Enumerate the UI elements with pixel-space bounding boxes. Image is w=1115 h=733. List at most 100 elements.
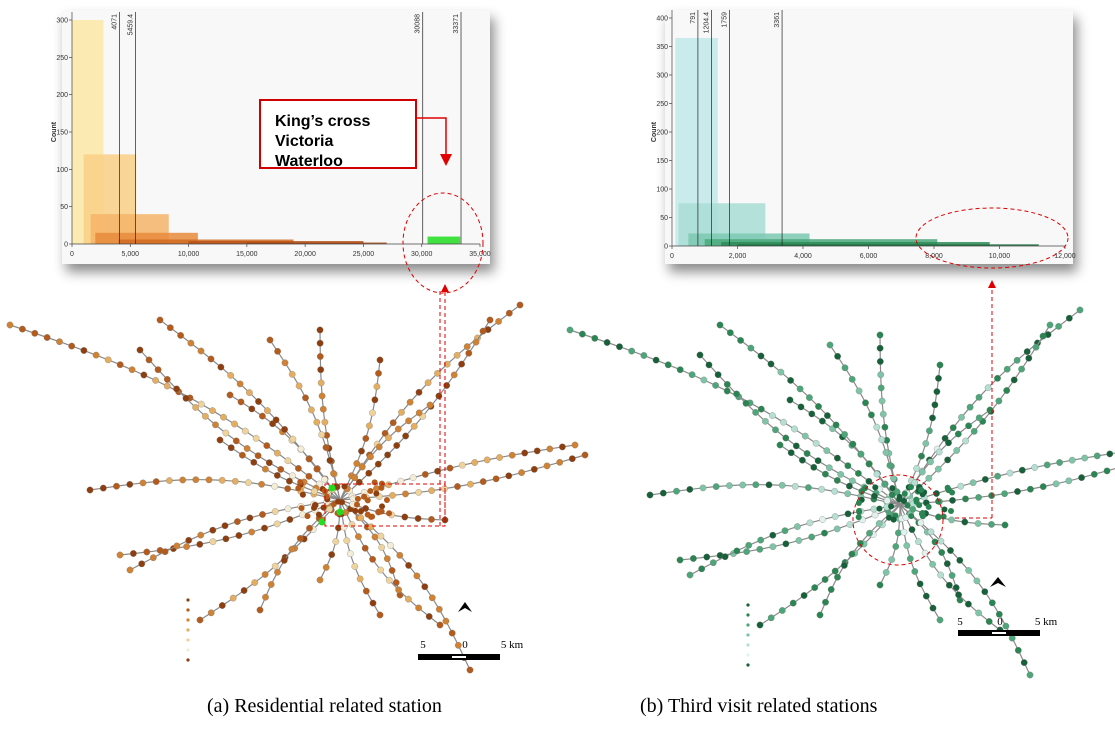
station xyxy=(357,508,364,515)
station xyxy=(799,456,806,464)
station xyxy=(218,476,226,484)
station xyxy=(906,555,914,563)
x-tick-label: 0 xyxy=(670,253,674,260)
station xyxy=(297,445,305,453)
station xyxy=(865,460,873,468)
station xyxy=(330,470,337,477)
station xyxy=(901,497,908,504)
station xyxy=(281,426,288,433)
station xyxy=(409,474,417,482)
station xyxy=(313,418,321,426)
station xyxy=(929,414,936,422)
station xyxy=(698,565,706,573)
caption: (a) Residential related station xyxy=(207,695,442,717)
station xyxy=(769,543,777,551)
legend-dot xyxy=(746,643,750,647)
station xyxy=(405,595,412,603)
station xyxy=(953,447,961,454)
station xyxy=(994,472,1001,480)
station xyxy=(812,439,820,447)
station xyxy=(1026,671,1034,679)
station xyxy=(723,387,731,395)
station xyxy=(752,409,759,416)
station xyxy=(709,559,717,567)
station xyxy=(335,498,342,505)
station xyxy=(428,516,435,523)
station xyxy=(373,490,380,497)
station xyxy=(875,520,883,527)
station xyxy=(530,465,538,473)
station xyxy=(1055,323,1062,330)
station xyxy=(921,549,929,557)
station xyxy=(248,405,256,413)
station xyxy=(988,599,996,607)
station xyxy=(392,579,400,586)
station xyxy=(405,562,412,569)
station xyxy=(903,542,911,549)
station xyxy=(769,531,777,539)
station xyxy=(377,566,384,574)
station xyxy=(882,449,890,456)
station xyxy=(712,483,720,490)
legend-dot xyxy=(186,648,190,652)
station xyxy=(401,513,409,521)
station xyxy=(318,431,325,439)
station xyxy=(463,343,471,350)
y-tick-label: 200 xyxy=(56,92,68,99)
station xyxy=(791,425,798,433)
station xyxy=(844,462,852,470)
station xyxy=(383,497,390,504)
station xyxy=(229,594,237,602)
station xyxy=(358,463,366,471)
station xyxy=(810,463,818,471)
station xyxy=(295,382,303,390)
station xyxy=(821,576,829,583)
station xyxy=(988,521,995,528)
station xyxy=(794,523,801,530)
station xyxy=(362,587,370,595)
station xyxy=(173,385,180,393)
station xyxy=(931,401,939,409)
station xyxy=(837,471,845,478)
station xyxy=(789,599,797,607)
station xyxy=(849,440,857,448)
station xyxy=(825,464,833,472)
station xyxy=(935,498,942,505)
station xyxy=(207,355,215,363)
station xyxy=(908,513,915,520)
station xyxy=(138,560,146,568)
station xyxy=(892,543,900,550)
station xyxy=(705,361,713,369)
station xyxy=(496,454,503,461)
annotation-box xyxy=(259,99,417,169)
station xyxy=(904,502,911,509)
station xyxy=(803,450,811,457)
station xyxy=(163,382,171,390)
x-tick-label: 35,000 xyxy=(469,251,491,258)
station xyxy=(31,329,39,337)
station xyxy=(795,537,803,544)
station xyxy=(757,352,765,360)
x-tick-label: 20,000 xyxy=(294,251,316,258)
station xyxy=(814,457,822,465)
station xyxy=(371,396,379,404)
station xyxy=(250,458,258,466)
station xyxy=(780,418,787,426)
station xyxy=(320,504,327,511)
station xyxy=(467,480,474,488)
station xyxy=(712,382,719,389)
station xyxy=(1103,467,1111,475)
station xyxy=(925,474,933,482)
station xyxy=(848,550,856,558)
station xyxy=(949,489,956,496)
station xyxy=(425,613,433,620)
station xyxy=(479,327,487,335)
station xyxy=(716,321,724,329)
station xyxy=(913,496,920,503)
station xyxy=(995,610,1003,618)
station xyxy=(676,556,684,564)
station xyxy=(831,513,839,520)
station xyxy=(871,492,878,500)
station xyxy=(786,396,794,404)
scale-label: 5 xyxy=(420,639,426,651)
